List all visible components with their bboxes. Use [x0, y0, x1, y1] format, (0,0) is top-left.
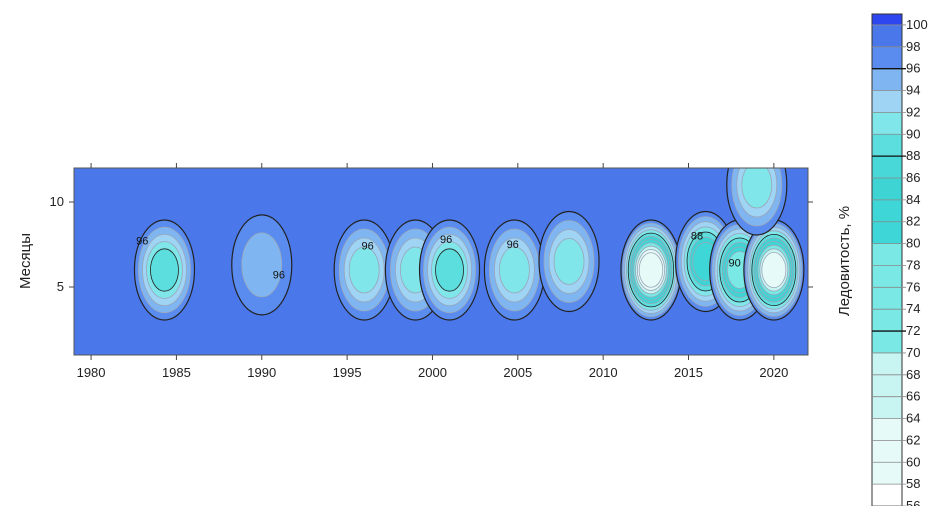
heatmap-feature — [538, 210, 600, 313]
colorbar-tick-label: 62 — [906, 432, 920, 447]
contour-level-90 — [499, 246, 530, 294]
colorbar-tick-label: 90 — [906, 126, 920, 141]
contour-labels: 96 96 96 96 96 88 90 — [136, 230, 741, 281]
colorbar-band — [872, 199, 902, 222]
colorbar-tick-label: 78 — [906, 257, 920, 272]
colorbar-tick-label: 70 — [906, 345, 920, 360]
colorbar-band — [872, 68, 902, 91]
x-axis: 1980 1985 1990 1995 2000 2005 2010 2015 2020 — [77, 163, 788, 380]
heatmap-feature — [743, 219, 805, 321]
colorbar-band — [872, 484, 902, 506]
colorbar: 100 98 96 94 92 90 88 86 84 82 80 78 76 74 72 70 68 66 64 6… — [871, 13, 928, 506]
colorbar-tick-label: 66 — [906, 389, 920, 404]
x-tick-label: 2020 — [759, 365, 788, 380]
y-axis: 5 10 — [50, 194, 813, 294]
x-tick-label: 1985 — [162, 365, 191, 380]
colorbar-band — [872, 134, 902, 157]
colorbar-band — [872, 396, 902, 419]
colorbar-band — [872, 243, 902, 266]
colorbar-tick-label: 94 — [906, 83, 920, 98]
contour-label: 90 — [728, 258, 740, 270]
colorbar-tick-label: 56 — [906, 498, 920, 506]
heatmap-feature — [231, 214, 293, 316]
heatmap-feature — [620, 219, 682, 321]
colorbar-tick-label: 92 — [906, 104, 920, 119]
colorbar-band — [872, 112, 902, 135]
colorbar-tick-label: 100 — [906, 17, 928, 32]
colorbar-tick-label: 80 — [906, 236, 920, 251]
colorbar-tick-label: 84 — [906, 192, 920, 207]
colorbar-tick-label: 68 — [906, 367, 920, 382]
x-tick-label: 1980 — [77, 365, 106, 380]
colorbar-tick-label: 58 — [906, 476, 920, 491]
contour-label: 96 — [507, 239, 519, 251]
contour-level-90 — [348, 246, 380, 294]
contour-level-94 — [241, 232, 283, 298]
x-tick-label: 1995 — [333, 365, 362, 380]
colorbar-title: Ледовитость, % — [836, 206, 853, 316]
y-axis-title: Месяцы — [17, 233, 34, 289]
heatmap-feature — [133, 219, 196, 321]
colorbar-band — [872, 418, 902, 441]
x-tick-label: 2010 — [589, 365, 618, 380]
contour-label: 96 — [136, 236, 148, 248]
contour-label: 88 — [691, 230, 703, 242]
contour-label: 96 — [361, 241, 373, 253]
contour-label: 96 — [273, 270, 285, 282]
contour-level-90 — [553, 238, 585, 285]
colorbar-band — [872, 178, 902, 200]
colorbar-tick-label: 76 — [906, 279, 920, 294]
heatmap-feature — [726, 168, 788, 236]
colorbar-band — [872, 221, 902, 244]
colorbar-band — [872, 309, 902, 332]
y-tick-label: 10 — [50, 194, 64, 209]
colorbar-band — [872, 462, 902, 485]
colorbar-band — [872, 14, 902, 25]
contour-level-90 — [741, 168, 773, 209]
colorbar-band — [872, 156, 902, 178]
colorbar-tick-label: 74 — [906, 301, 920, 316]
contour-level-62 — [761, 251, 787, 288]
x-tick-label: 1990 — [247, 365, 276, 380]
colorbar-tick-label: 72 — [906, 323, 920, 338]
colorbar-tick-label: 98 — [906, 39, 920, 54]
heatmap-feature — [483, 219, 546, 321]
heatmap-features — [133, 168, 805, 321]
x-tick-label: 2015 — [674, 365, 703, 380]
contour-level-58 — [638, 252, 664, 288]
colorbar-tick-label: 64 — [906, 411, 920, 426]
colorbar-band — [872, 352, 902, 375]
colorbar-band — [872, 46, 902, 69]
y-tick-label: 5 — [57, 279, 64, 294]
heatmap-feature — [418, 219, 481, 321]
colorbar-band — [872, 24, 902, 47]
x-tick-label: 2000 — [418, 365, 447, 380]
contour-label: 96 — [440, 234, 452, 246]
colorbar-band — [872, 331, 902, 353]
x-tick-label: 2005 — [503, 365, 532, 380]
plot-area: 96 96 96 96 96 88 90 — [73, 167, 809, 356]
colorbar-band — [872, 374, 902, 397]
colorbar-tick-label: 60 — [906, 454, 920, 469]
plot-frame — [73, 167, 809, 356]
colorbar-band — [872, 440, 902, 463]
colorbar-tick-label: 96 — [906, 61, 920, 76]
colorbar-band — [872, 265, 902, 288]
contour-level-88 — [150, 248, 179, 292]
heatmap-feature — [333, 219, 395, 321]
colorbar-band — [872, 90, 902, 113]
colorbar-tick-label: 88 — [906, 148, 920, 163]
colorbar-frame — [871, 13, 903, 506]
colorbar-band — [872, 287, 902, 310]
contour-level-88 — [435, 248, 464, 292]
colorbar-tick-label: 86 — [906, 170, 920, 185]
colorbar-tick-label: 82 — [906, 214, 920, 229]
